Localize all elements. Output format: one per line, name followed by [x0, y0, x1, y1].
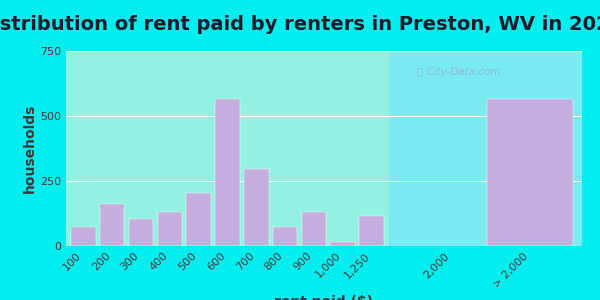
Bar — [66, 51, 389, 246]
Bar — [187, 193, 211, 246]
Bar — [331, 242, 355, 246]
Bar — [244, 169, 269, 246]
Text: Distribution of rent paid by renters in Preston, WV in 2021: Distribution of rent paid by renters in … — [0, 15, 600, 34]
Text: ⓘ City-Data.com: ⓘ City-Data.com — [417, 67, 500, 76]
Bar — [215, 99, 239, 246]
X-axis label: rent paid ($): rent paid ($) — [275, 295, 373, 300]
Bar — [158, 212, 182, 246]
Bar — [389, 51, 582, 246]
Bar — [359, 216, 384, 246]
Y-axis label: households: households — [23, 104, 37, 193]
Bar — [273, 226, 298, 246]
Bar — [71, 226, 95, 246]
Bar — [302, 212, 326, 246]
Bar — [389, 51, 582, 246]
Bar — [128, 219, 153, 246]
Bar — [66, 51, 389, 246]
Bar — [100, 204, 124, 246]
Bar — [487, 99, 574, 246]
